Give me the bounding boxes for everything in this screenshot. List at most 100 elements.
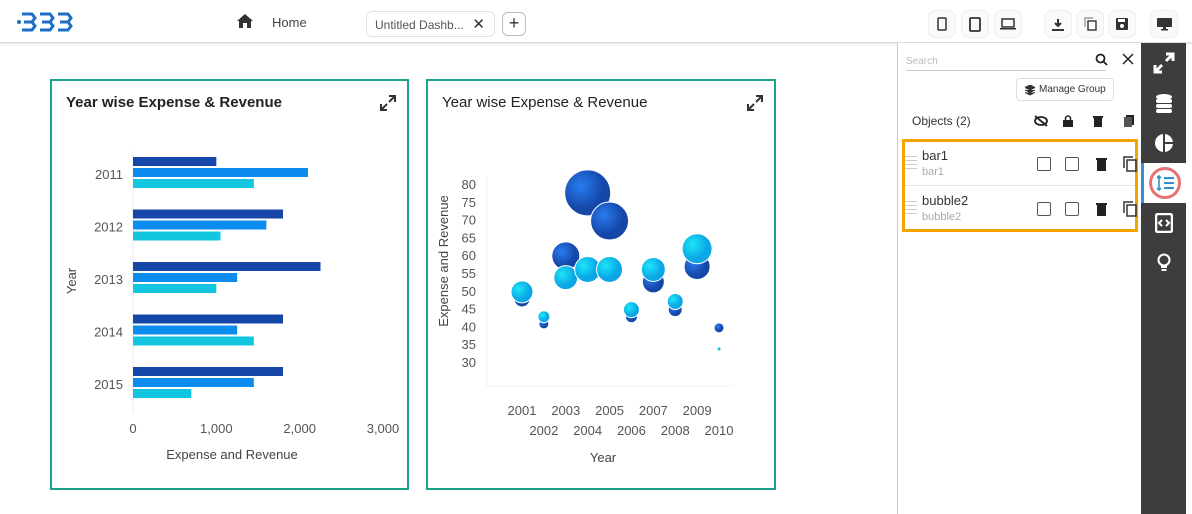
close-tab-icon[interactable]: ✕	[472, 16, 485, 33]
y-tick-label: 45	[462, 302, 476, 317]
code-icon	[1154, 213, 1173, 233]
mobile-icon	[937, 17, 947, 31]
y-axis-title: Expense and Revenue	[436, 195, 451, 327]
panel-title: Year wise Expense & Revenue	[442, 94, 648, 111]
x-tick-label: 2007	[639, 403, 668, 418]
script-button[interactable]	[1141, 203, 1186, 243]
pie-chart-icon	[1154, 134, 1173, 152]
expand-icon[interactable]	[379, 94, 397, 112]
laptop-icon	[1000, 18, 1016, 30]
lock-checkbox[interactable]	[1065, 157, 1079, 171]
y-tick-label: 2011	[95, 167, 123, 182]
charts-button[interactable]	[1141, 123, 1186, 163]
y-tick-label: 2015	[94, 377, 123, 392]
layers-icon	[1025, 85, 1035, 96]
bubble-chart: 30 35 40 45 50 55 60 65 70 75 80 2001 2003 2005 2007 20…	[436, 169, 733, 465]
laptop-view-button[interactable]	[994, 10, 1022, 38]
hide-checkbox[interactable]	[1037, 157, 1051, 171]
bar	[133, 367, 283, 376]
x-tick-label: 2004	[573, 423, 602, 438]
bar	[133, 314, 283, 324]
delete-icon[interactable]	[1096, 157, 1107, 171]
datasource-button[interactable]	[1141, 83, 1186, 123]
bar-chart-panel[interactable]: Year wise Expense & Revenue 2011 2012 2013…	[50, 79, 409, 490]
delete-all-icon[interactable]	[1093, 115, 1103, 127]
right-sidebar	[1141, 43, 1186, 514]
fullscreen-button[interactable]	[1141, 43, 1186, 83]
hide-checkbox[interactable]	[1037, 202, 1051, 216]
delete-icon[interactable]	[1096, 202, 1107, 216]
object-row-bubble2[interactable]: bubble2 bubble2	[905, 187, 1137, 231]
duplicate-icon[interactable]	[1123, 201, 1137, 217]
top-bar: Home Untitled Dashb... ✕ +	[0, 0, 1192, 43]
objects-panel: Search Manage Group Objects (2) bar1 bar…	[897, 43, 1141, 514]
copy-button[interactable]	[1076, 10, 1104, 38]
search-input[interactable]: Search	[906, 53, 1106, 71]
bar	[133, 220, 267, 230]
home-icon[interactable]	[236, 13, 254, 29]
objects-list-button[interactable]	[1141, 163, 1186, 203]
add-tab-button[interactable]: +	[502, 12, 526, 36]
x-tick-label: 2005	[595, 403, 624, 418]
tablet-view-button[interactable]	[961, 10, 989, 38]
x-axis-title: Expense and Revenue	[166, 447, 298, 462]
y-tick-label: 60	[462, 248, 476, 263]
bar	[133, 325, 238, 335]
bar	[133, 209, 283, 219]
objects-count-label: Objects (2)	[912, 114, 971, 128]
bar	[133, 284, 217, 293]
bar	[133, 168, 308, 177]
preview-button[interactable]	[1150, 10, 1178, 38]
x-tick-label: 0	[129, 421, 136, 436]
x-tick-label: 2003	[551, 403, 580, 418]
lock-all-icon[interactable]	[1063, 115, 1073, 127]
expand-icon[interactable]	[746, 94, 764, 112]
manage-group-button[interactable]: Manage Group	[1016, 78, 1114, 101]
save-button[interactable]	[1108, 10, 1136, 38]
copy-all-icon[interactable]	[1124, 115, 1134, 127]
objects-list: bar1 bar1 bubble2 bubble2	[902, 139, 1138, 232]
download-button[interactable]	[1044, 10, 1072, 38]
bubble	[716, 346, 722, 352]
bar	[133, 378, 254, 387]
bar	[133, 179, 254, 188]
y-tick-label: 2013	[94, 272, 123, 287]
x-tick-label: 2002	[529, 423, 558, 438]
drag-handle-icon[interactable]	[905, 156, 917, 170]
bubble	[590, 201, 630, 241]
bubble	[640, 256, 666, 282]
bubble-chart-panel[interactable]: Year wise Expense & Revenue 30 35 40 45 50 55…	[426, 79, 776, 490]
x-tick-label: 2001	[508, 403, 537, 418]
x-tick-label: 2,000	[283, 421, 316, 436]
y-tick-label: 70	[462, 213, 476, 228]
close-icon[interactable]	[1122, 53, 1134, 65]
y-tick-label: 55	[462, 266, 476, 281]
bar	[133, 231, 221, 241]
bubble	[622, 301, 640, 319]
hide-all-icon[interactable]	[1034, 115, 1048, 127]
bar-chart: 2011 2012 2013 2014 2015 0 1,000 2,000 3,000 Expe…	[64, 151, 400, 462]
insights-button[interactable]	[1141, 243, 1186, 283]
drag-handle-icon[interactable]	[905, 201, 917, 215]
search-icon[interactable]	[1095, 53, 1108, 66]
bar	[133, 336, 254, 346]
object-row-bar1[interactable]: bar1 bar1	[905, 142, 1137, 186]
bubble	[510, 280, 534, 304]
lightbulb-icon	[1157, 253, 1170, 271]
tab-untitled-dashboard[interactable]: Untitled Dashb... ✕	[366, 11, 495, 37]
y-tick-label: 80	[462, 177, 476, 192]
home-link[interactable]: Home	[272, 15, 307, 30]
object-name: bar1	[922, 148, 949, 163]
lock-checkbox[interactable]	[1065, 202, 1079, 216]
duplicate-icon[interactable]	[1123, 156, 1137, 172]
y-tick-label: 65	[462, 230, 476, 245]
bubble	[666, 292, 684, 310]
bar	[133, 273, 238, 282]
save-icon	[1116, 18, 1128, 30]
mobile-view-button[interactable]	[928, 10, 956, 38]
bdb-logo	[17, 12, 73, 32]
x-tick-label: 3,000	[367, 421, 400, 436]
x-tick-label: 2009	[683, 403, 712, 418]
y-tick-label: 2012	[94, 220, 123, 235]
y-tick-label: 2014	[94, 325, 123, 340]
